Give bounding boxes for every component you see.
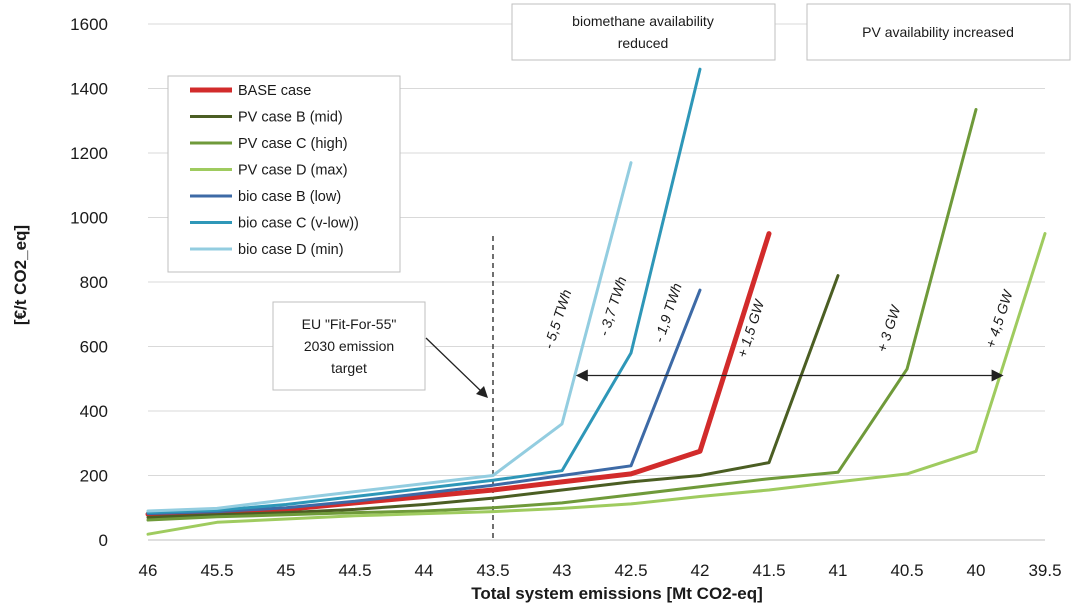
shift-label: - 5,5 TWh [540,287,574,351]
target-annotation-box [272,301,426,391]
shift-arrow-head-left [575,369,588,382]
y-tick-label: 0 [99,531,108,550]
x-tick-label: 45 [277,561,296,580]
x-axis-title: Total system emissions [Mt CO2-eq] [471,584,763,603]
y-tick-label: 400 [80,402,108,421]
axes: 0 200 400 600 800 1000 1200 1400 1600 46 45.5 45 44.… [70,15,1061,580]
series-line-6 [146,161,633,513]
y-tick-label: 200 [80,467,108,486]
legend: BASE case PV case B (mid) PV case C (high)… [167,75,401,273]
biomethane-annotation-box [511,3,776,61]
legend-label: bio case D (min) [238,242,344,258]
series-line-2 [146,108,978,522]
target-arrow-line [425,337,484,394]
x-tick-label: 44 [415,561,434,580]
series-layer [145,67,1047,536]
pv-annotation-box [806,3,1071,61]
y-tick-label: 1000 [70,209,108,228]
biomethane-annotation-text: biomethane availability reduced [572,13,714,51]
series-line-3 [146,232,1047,536]
x-tick-label: 40 [967,561,986,580]
y-tick-label: 800 [80,273,108,292]
legend-label: PV case D (max) [238,163,348,179]
legend-label: BASE case [238,83,311,99]
x-tick-label: 40.5 [890,561,923,580]
x-tick-label: 45.5 [200,561,233,580]
target-annotation-text: EU "Fit-For-55" 2030 emission target [302,316,397,376]
x-tick-label: 41.5 [752,561,785,580]
series-line-1 [146,274,840,519]
target-arrow-head [476,386,488,398]
legend-box [167,75,401,273]
shift-arrow-head-right [991,369,1004,382]
legend-label: bio case B (low) [238,189,341,205]
pv-annotation-text: PV availability increased [862,24,1014,40]
x-tick-label: 39.5 [1028,561,1061,580]
x-tick-label: 44.5 [338,561,371,580]
y-tick-label: 600 [80,338,108,357]
x-tick-label: 41 [829,561,848,580]
y-tick-label: 1200 [70,144,108,163]
legend-label: PV case C (high) [238,136,348,152]
x-tick-label: 46 [139,561,158,580]
legend-label: PV case B (mid) [238,110,343,126]
legend-label: bio case C (v-low)) [238,216,359,232]
x-tick-label: 42 [691,561,710,580]
y-tick-label: 1600 [70,15,108,34]
series-line-5 [146,67,702,515]
series-line-0 [145,231,772,517]
x-tick-label: 42.5 [614,561,647,580]
y-axis-title: [€/t CO2_eq] [11,225,30,325]
x-tick-label: 43 [553,561,572,580]
shift-label: - 1,9 TWh [651,281,685,345]
y-tick-label: 1400 [70,80,108,99]
x-tick-label: 43.5 [476,561,509,580]
series-line-4 [146,288,702,516]
